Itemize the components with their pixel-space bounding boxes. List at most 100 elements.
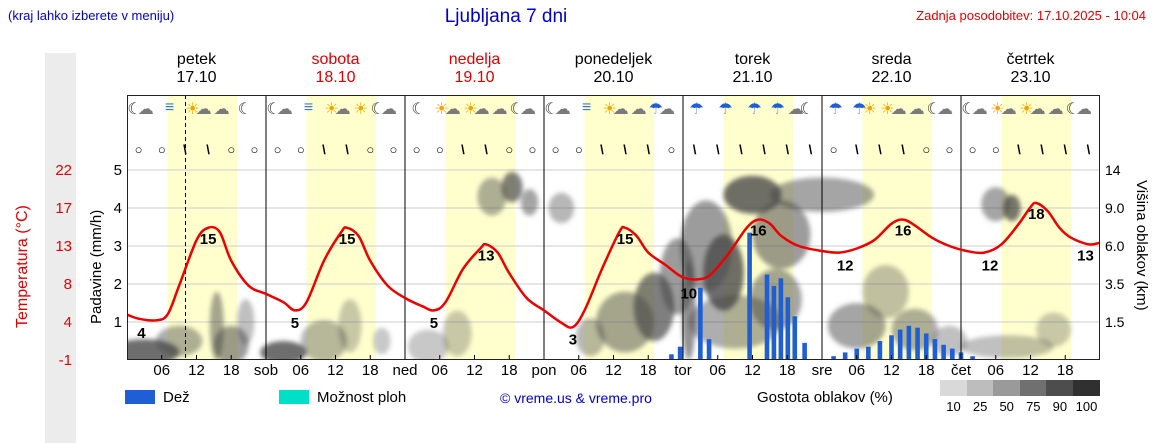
wind-calm-icon: ○	[296, 142, 305, 157]
weather-icon-glyph: ☁	[659, 101, 675, 118]
density-tick-label: 25	[972, 399, 988, 414]
weather-icon: ☾☁	[542, 99, 570, 119]
cloud-tick-label: 9.0	[1105, 200, 1125, 216]
precip-tick-label: 4	[113, 200, 122, 217]
time-tick-label: 18	[639, 362, 657, 379]
day-name: nedelja	[448, 51, 501, 68]
weather-icon-glyph: ☾	[799, 101, 814, 118]
time-tick-label: 12	[466, 362, 483, 379]
time-tick-label: 06	[709, 362, 727, 379]
weather-icon-glyph: ☾	[411, 101, 425, 118]
wind-barb-icon: \	[1086, 142, 1091, 157]
wind-calm-icon: ○	[134, 142, 143, 157]
temp-tick-label: 17	[55, 200, 72, 217]
time-tick-label: 06	[987, 362, 1005, 379]
weather-icon-glyph: ☀	[880, 101, 894, 118]
weather-icon: ☁	[623, 99, 651, 119]
wind-barb-icon: \	[345, 142, 349, 157]
density-swatch	[993, 380, 1021, 396]
wind-barb-icon: \	[322, 142, 326, 157]
svg-text:15: 15	[339, 231, 356, 248]
wind-barb-icon: \	[878, 142, 882, 157]
temp-tick-label: -1	[58, 352, 72, 369]
copyright-link[interactable]: © vreme.us & vreme.pro	[500, 390, 652, 406]
time-tick-label: sre	[811, 362, 833, 379]
weather-icon-glyph: ☀	[353, 101, 367, 118]
svg-text:15: 15	[200, 231, 217, 248]
wind-barb-icon: \	[901, 142, 905, 157]
density-swatch	[940, 380, 967, 396]
time-tick-label: 06	[848, 362, 866, 379]
cloud-axis-title: Višina oblakov (km)	[1133, 180, 1150, 311]
weather-icon: ☾☁	[368, 99, 397, 119]
weather-icon-glyph: ≡	[303, 99, 314, 116]
weather-icon-glyph: ☀	[1019, 101, 1033, 118]
weather-icon-glyph: ☾	[237, 101, 252, 118]
weather-icon-glyph: ☾	[370, 101, 385, 118]
cloud-tick-label: 6.0	[1105, 238, 1125, 254]
wind-barb-icon: \	[808, 142, 813, 157]
svg-text:18: 18	[1028, 206, 1045, 223]
weather-icon-glyph: ☾	[961, 101, 975, 118]
wind-calm-icon: ○	[991, 142, 1000, 157]
weather-icon: ☀☁	[1017, 99, 1045, 119]
weather-icon-glyph: ☀	[463, 101, 477, 118]
svg-text:16: 16	[750, 223, 767, 240]
showers-legend-swatch	[279, 390, 309, 404]
day-header: četrtek 23.10	[966, 51, 1096, 87]
weather-icon: ☀☁	[878, 99, 906, 119]
precip-tick-label: 5	[113, 162, 122, 179]
wind-barb-icon: \	[646, 142, 651, 157]
time-tick-label: pon	[531, 362, 557, 379]
rain-legend-label: Dež	[163, 389, 190, 406]
day-name: petek	[176, 51, 217, 68]
time-tick-label: 18	[917, 362, 935, 379]
weather-icon-glyph: ☁	[520, 101, 536, 118]
wind-calm-icon: ○	[667, 142, 676, 157]
time-tick-label: sob	[253, 362, 279, 379]
time-tick-label: 12	[1022, 362, 1039, 379]
weather-icon-glyph: ☀	[602, 101, 616, 118]
wind-barb-icon: \	[854, 142, 859, 157]
weather-icon: ☾☁	[125, 99, 153, 119]
svg-text:15: 15	[617, 231, 634, 248]
day-header: sobota 18.10	[271, 51, 401, 87]
density-tick-label: 50	[999, 399, 1014, 414]
weather-icon-glyph: ☀	[324, 101, 338, 118]
time-tick-label: 18	[500, 362, 518, 379]
last-update: Zadnja posodobitev: 17.10.2025 - 10:04	[916, 8, 1146, 23]
day-date: 22.10	[871, 69, 912, 86]
weather-icon-glyph: ☾	[1065, 101, 1080, 118]
wind-calm-icon: ○	[551, 142, 560, 157]
svg-text:5: 5	[291, 315, 299, 332]
wind-barb-icon: \	[623, 142, 627, 157]
svg-text:13: 13	[1077, 247, 1094, 264]
time-tick-label: 12	[744, 362, 761, 379]
weather-icon: ☀☁	[988, 99, 1016, 119]
weather-icon: ☾☁	[1063, 99, 1092, 119]
svg-text:13: 13	[478, 247, 495, 264]
location-hint: (kraj lahko izberete v meniju)	[8, 8, 175, 23]
time-tick-label: 06	[292, 362, 310, 379]
day-header: sreda 22.10	[827, 51, 957, 87]
weather-icon: ☂	[681, 99, 709, 119]
weather-icon: ≡	[571, 99, 599, 117]
day-date: 21.10	[732, 69, 773, 86]
density-swatch	[1046, 380, 1074, 396]
weather-icon: ☾	[229, 99, 257, 119]
density-tick-label: 10	[946, 399, 961, 414]
weather-icon-glyph: ☁	[213, 101, 230, 118]
time-tick-label: 18	[778, 362, 796, 379]
wind-barb-icon: \	[739, 142, 743, 157]
wind-calm-icon: ○	[273, 142, 282, 157]
day-name: sreda	[871, 51, 912, 68]
weather-icon-glyph: ☂	[828, 101, 842, 118]
day-name: četrtek	[1006, 51, 1055, 68]
wind-calm-icon: ○	[574, 142, 583, 157]
time-tick-label: ned	[392, 362, 418, 379]
density-tick-label: 75	[1026, 399, 1041, 414]
temp-axis-strip	[45, 53, 76, 443]
weather-icon-glyph: ☾	[127, 101, 141, 118]
weather-icon: ☂	[739, 99, 767, 119]
time-tick-label: 18	[1056, 362, 1074, 379]
